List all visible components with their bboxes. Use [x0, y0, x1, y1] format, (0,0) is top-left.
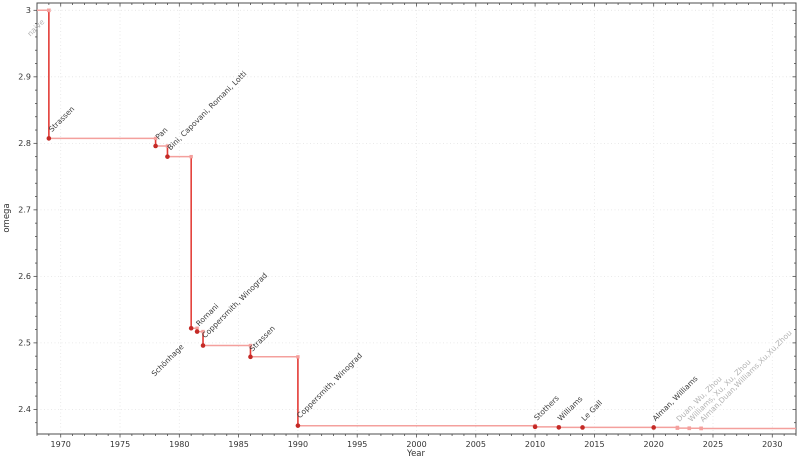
step-corner-marker — [165, 144, 170, 148]
y-tick-label: 2.4 — [18, 405, 31, 414]
step-corner-marker — [153, 136, 158, 141]
data-point-strassen-1969 — [46, 136, 52, 141]
data-point-strassen-1986 — [248, 354, 253, 360]
data-point-coppersmith-winograd-1990 — [295, 423, 301, 428]
data-point-label-williams-2012: Williams — [556, 394, 585, 423]
x-tick-label: 2030 — [762, 440, 782, 449]
x-tick-label: 2020 — [644, 440, 664, 449]
data-point-williams-2012 — [556, 425, 562, 430]
step-corner-marker — [248, 343, 253, 348]
data-point-label-sch-nhage-1981: Schönhage — [150, 342, 186, 378]
x-tick-label: 2015 — [584, 440, 604, 449]
omega-step-series — [37, 9, 796, 430]
step-corner-marker — [189, 154, 193, 159]
y-axis-label: omega — [2, 203, 12, 232]
x-tick-label: 1975 — [110, 440, 130, 449]
y-tick-label: 2.9 — [18, 73, 31, 82]
data-point-label-bini-capovani-romani-lotti-1979: Bini, Capovani, Romani, Lotti — [166, 69, 249, 152]
axis-ticks — [33, 3, 797, 438]
step-corner-marker — [201, 329, 205, 334]
y-tick-label: 2.8 — [18, 139, 31, 148]
step-corner-marker — [296, 355, 300, 359]
data-point-williams-xu-xu-zhou-2023 — [687, 426, 692, 431]
x-axis-label: Year — [406, 449, 426, 459]
data-point-alman-williams-2020 — [651, 425, 656, 430]
x-tick-label: 1995 — [347, 440, 367, 449]
y-tick-label: 3 — [26, 6, 31, 15]
x-tick-label: 2010 — [525, 440, 545, 449]
gridlines — [37, 3, 796, 434]
data-point-label-coppersmith-winograd-1990: Coppersmith, Winograd — [295, 351, 364, 420]
x-tick-label: 2025 — [703, 440, 723, 449]
data-point-markers — [46, 8, 703, 431]
data-point-sch-nhage-1981 — [188, 325, 194, 331]
data-point-label-naive-1969: naive — [25, 17, 46, 38]
x-tick-label: 2000 — [406, 440, 426, 449]
data-point-romani-1981 — [194, 329, 200, 334]
step-corner-marker — [195, 326, 199, 330]
data-point-bini-capovani-romani-lotti-1979 — [165, 154, 170, 159]
data-point-alman-duan-williams-xu-xu-zhou-2024 — [699, 426, 703, 431]
data-point-coppersmith-winograd-1982 — [200, 343, 206, 348]
data-point-label-strassen-1969: Strassen — [47, 104, 77, 134]
x-tick-label: 1970 — [51, 440, 71, 449]
data-point-label-williams-xu-xu-zhou-2023: Williams, Xu, Xu, Zhou — [686, 357, 752, 423]
data-point-naive-1969 — [47, 8, 51, 13]
data-point-duan-wu-zhou-2022 — [675, 426, 680, 430]
x-tick-label: 2005 — [466, 440, 486, 449]
y-tick-label: 2.7 — [18, 206, 31, 215]
data-point-label-le-gall-2014: Le Gall — [580, 398, 604, 422]
data-point-le-gall-2014 — [580, 425, 585, 430]
omega-step-path — [37, 9, 796, 430]
x-tick-label: 1980 — [169, 440, 189, 449]
data-point-pan-1978 — [153, 143, 158, 149]
data-point-stothers-2010 — [532, 424, 538, 430]
data-point-label-strassen-1986: Strassen — [248, 324, 278, 354]
y-tick-label: 2.6 — [18, 272, 31, 281]
plot-frame — [36, 2, 797, 435]
x-tick-label: 1990 — [288, 440, 308, 449]
y-tick-label: 2.5 — [18, 339, 31, 348]
axis-tick-labels: 1970 1975 1980 1985 1990 1995 2000 2005 2010 2015… — [18, 6, 782, 449]
x-tick-label: 1985 — [228, 440, 248, 449]
